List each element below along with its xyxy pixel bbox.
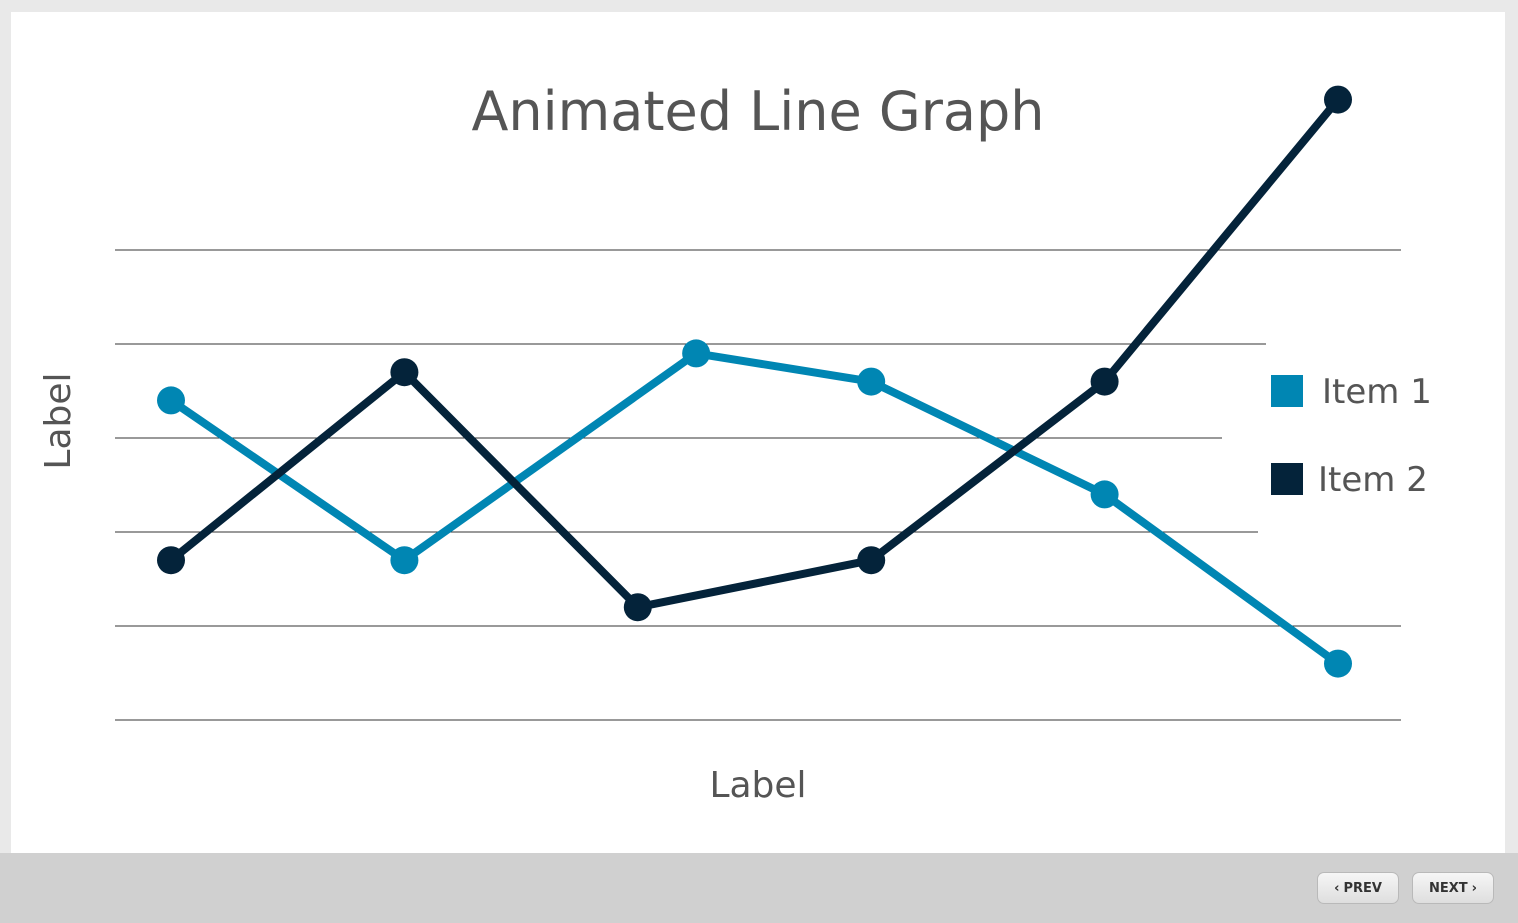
x-axis-label: Label: [709, 765, 806, 806]
prev-button[interactable]: ‹ PREV: [1317, 872, 1399, 904]
legend: Item 1 Item 2: [1271, 372, 1432, 500]
data-point-item-1: [157, 386, 185, 415]
data-point-item-2: [390, 358, 419, 387]
chevron-left-icon: ‹: [1334, 880, 1340, 896]
data-point-item-1: [1324, 649, 1352, 678]
chevron-right-icon: ›: [1471, 880, 1477, 896]
data-point-item-2: [623, 593, 652, 622]
data-point-item-2: [857, 546, 886, 575]
prev-button-label: PREV: [1343, 880, 1382, 896]
data-point-item-1: [1090, 480, 1119, 509]
legend-label-item-2: Item 2: [1318, 460, 1428, 500]
legend-label-item-1: Item 1: [1322, 372, 1432, 412]
data-point-item-1: [682, 339, 711, 368]
data-point-item-1: [390, 546, 419, 575]
chart-title: Animated Line Graph: [471, 80, 1044, 143]
data-point-item-2: [157, 546, 185, 575]
y-axis-label: Label: [38, 372, 79, 469]
player-footer: [0, 853, 1518, 923]
data-point-item-1: [857, 367, 886, 396]
legend-swatch-item-2: [1271, 463, 1303, 495]
slide-canvas: [11, 12, 1505, 853]
series-layer: [157, 85, 1352, 678]
gridlines: [115, 249, 1401, 721]
next-button-label: NEXT: [1428, 880, 1468, 896]
legend-swatch-item-1: [1271, 375, 1303, 407]
next-button[interactable]: NEXT ›: [1412, 872, 1494, 904]
data-point-item-2: [1324, 85, 1352, 114]
series-line-item-2: [168, 97, 1342, 612]
data-point-item-2: [1090, 367, 1119, 396]
series-line-item-1: [168, 349, 1341, 667]
line-chart: Animated Line Graph Label Label Item 1 I…: [38, 80, 1432, 806]
